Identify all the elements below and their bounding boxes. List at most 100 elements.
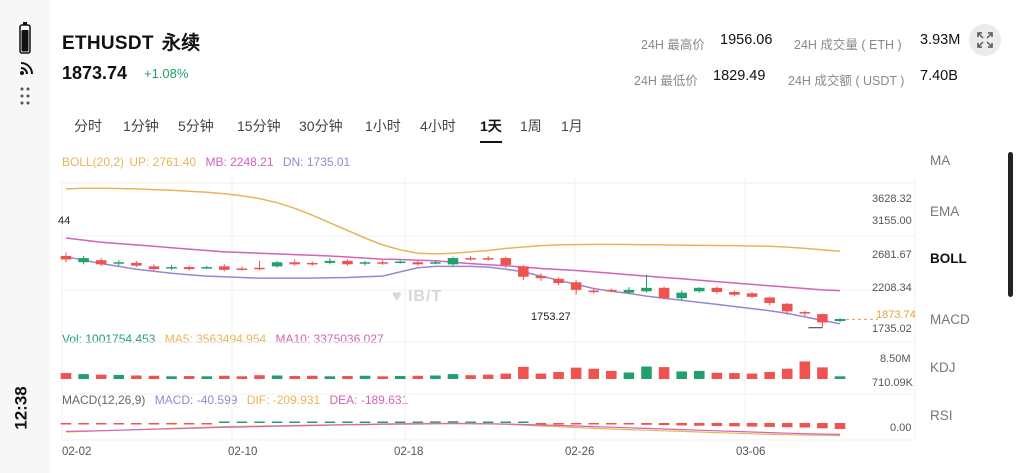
x-axis-label: 02-02 (62, 446, 92, 458)
candle-body (166, 267, 177, 269)
price-axis-label: 1735.02 (872, 323, 912, 335)
candle-body (95, 260, 107, 265)
volume-bar (166, 376, 177, 379)
volume-bar (482, 374, 494, 379)
indicator-kdj[interactable]: KDJ (930, 360, 956, 375)
candle-body (324, 260, 336, 263)
macd-legend-dif: DIF: -209.931 (246, 393, 321, 407)
boll-legend-dn: DN: 1735.01 (282, 155, 351, 169)
macd-histogram-bar (623, 423, 635, 425)
candle-body (131, 262, 142, 266)
indicator-scrollbar[interactable] (1008, 152, 1013, 297)
macd-histogram-bar (817, 423, 828, 429)
tab-timeframe-6[interactable]: 4小时 (420, 118, 456, 134)
dots-menu-icon[interactable] (19, 86, 33, 106)
tab-timeframe-4[interactable]: 30分钟 (299, 118, 343, 134)
signal-icon[interactable] (19, 60, 35, 76)
candle-body (553, 278, 564, 283)
x-axis-label: 02-18 (394, 446, 424, 458)
price-axis-label: 2208.34 (872, 282, 912, 294)
candle-body (781, 303, 793, 312)
indicator-macd[interactable]: MACD (930, 312, 970, 327)
candle-body (641, 287, 652, 292)
macd-histogram-bar (781, 423, 793, 428)
candle-body (359, 262, 371, 264)
volume-bar (342, 376, 353, 379)
macd-histogram-bar (711, 423, 723, 426)
tab-timeframe-9[interactable]: 1月 (561, 118, 583, 134)
tab-timeframe-3[interactable]: 15分钟 (237, 118, 281, 134)
volume-bar (588, 368, 600, 379)
candle-body (606, 289, 617, 292)
candle-body (465, 258, 476, 260)
macd-histogram-bar (693, 423, 705, 426)
low-label: 24H 最低价 (634, 74, 698, 88)
volume-bar (113, 374, 125, 379)
macd-histogram-bar (342, 421, 353, 423)
volume-bar (535, 373, 547, 379)
candle-body (254, 267, 265, 270)
tab-timeframe-8[interactable]: 1周 (520, 118, 542, 134)
macd-histogram-bar (183, 423, 195, 425)
battery-icon (19, 22, 31, 54)
macd-legend-macd: MACD: -40.599 (154, 393, 238, 407)
candle-body (711, 287, 723, 292)
tab-timeframe-2[interactable]: 5分钟 (178, 118, 214, 134)
volume-bar (518, 366, 529, 379)
macd-dif-line (65, 422, 841, 437)
tab-timeframe-1[interactable]: 1分钟 (123, 118, 159, 134)
tab-timeframe-5[interactable]: 1小时 (365, 118, 401, 134)
volume-bar (746, 373, 758, 379)
candle-body (148, 266, 160, 270)
macd-histogram-bar (482, 421, 494, 423)
volume-bar (271, 375, 283, 379)
macd-histogram-bar (394, 421, 406, 423)
macd-histogram-bar (359, 421, 371, 423)
macd-histogram-bar (430, 421, 441, 423)
volume-bar (623, 372, 635, 379)
price-axis-label: 2681.67 (872, 249, 912, 261)
candle-body (746, 293, 758, 297)
macd-histogram-bar (271, 421, 283, 423)
macd-legend-dea: DEA: -189.631 (329, 393, 409, 407)
macd-histogram-bar (518, 421, 529, 423)
candle-body (236, 268, 248, 270)
indicator-ema[interactable]: EMA (930, 204, 960, 219)
candle-body (306, 262, 318, 265)
volume-bar (447, 374, 459, 379)
tab-timeframe-7[interactable]: 1天 (480, 118, 502, 143)
macd-histogram-bar (535, 423, 547, 425)
symbol-title[interactable]: ETHUSDT 永续 (62, 28, 200, 55)
volume-bar (359, 375, 371, 379)
candle-body (412, 262, 424, 265)
volume-bar (430, 375, 441, 379)
volume-bar (236, 376, 248, 379)
volume-bar (676, 371, 687, 379)
left-sidebar: 12:38 (0, 0, 50, 473)
macd-histogram-bar (764, 423, 775, 427)
macd-histogram-bar (289, 421, 300, 423)
indicator-boll[interactable]: BOLL (930, 251, 967, 266)
indicator-rsi[interactable]: RSI (930, 408, 953, 423)
volume-bar (799, 361, 811, 379)
tab-timeframe-0[interactable]: 分时 (74, 118, 102, 134)
volume-bar (834, 376, 846, 379)
volume-bar (289, 376, 300, 379)
x-axis-label: 03-06 (736, 446, 766, 458)
candle-body (817, 314, 828, 323)
boll-legend-up: UP: 2761.40 (129, 155, 197, 169)
volume-bar (201, 376, 213, 379)
volume-bar (324, 376, 336, 379)
fullscreen-button[interactable] (969, 24, 1001, 56)
macd-histogram-bar (131, 423, 142, 425)
volume-bar (658, 367, 670, 379)
low-marker-label: 1753.27 (531, 311, 571, 323)
volume-bar (817, 367, 828, 379)
macd-histogram-bar (254, 421, 265, 423)
volume-bar (729, 373, 740, 379)
volume-bar (394, 376, 406, 379)
indicator-ma[interactable]: MA (930, 153, 951, 168)
volume-bar (306, 375, 318, 379)
volume-bar (711, 372, 723, 379)
